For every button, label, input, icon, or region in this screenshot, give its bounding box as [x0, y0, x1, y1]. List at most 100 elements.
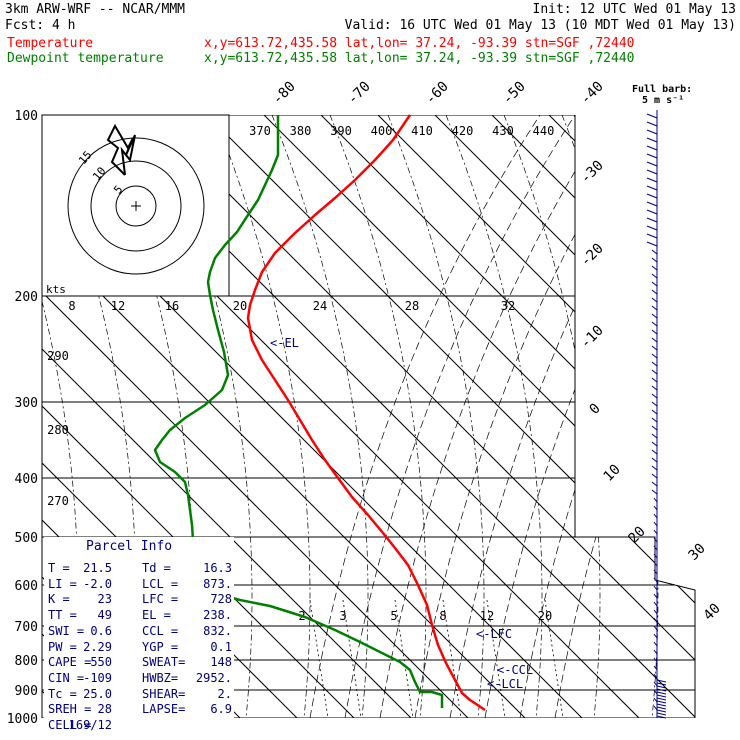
wind-barb: [646, 241, 658, 247]
wind-barb: [651, 393, 658, 399]
temperature-line: [246, 114, 486, 712]
wind-barb: [651, 433, 658, 439]
wind-barb: [653, 657, 658, 663]
pressure-label: 200: [15, 290, 38, 305]
parcel-info-cell: 0.1: [210, 639, 232, 654]
parcel-info-cell: Tc =: [48, 686, 77, 701]
wind-barb: [653, 593, 658, 599]
mixing-ratio-line: [309, 599, 329, 718]
wind-barb: [653, 697, 658, 703]
theta-label: 370: [249, 124, 271, 138]
parcel-info-cell: CIN =: [48, 670, 85, 685]
barb-legend-line1: Full barb:: [632, 84, 693, 95]
wind-barb: [646, 113, 658, 119]
wind-barb: [646, 201, 658, 207]
parcel-info-cell: 832.: [203, 623, 232, 638]
hodograph-speed-label: 32: [501, 299, 515, 313]
parcel-info-cell: 21.5: [83, 561, 112, 575]
isotherm-line: [605, 115, 695, 718]
wind-barb: [656, 685, 667, 689]
moist-adiabat-line: [519, 115, 695, 718]
moist-adiabat-line: [484, 115, 695, 718]
parcel-info-row: CELL = 169/12: [48, 718, 234, 733]
parcel-info-row: Tc = 25.0 SHEAR= 2.: [48, 687, 234, 702]
wind-barb: [656, 700, 667, 704]
isotherm-label: 20: [626, 524, 649, 547]
wind-barb: [656, 703, 667, 707]
parcel-info-cell: LFC =: [142, 592, 179, 607]
parcel-info-box: Parcel Info T = 21.5 Td = 16.3 LI = -2.0 LCL =…: [44, 537, 234, 732]
wind-barb: [656, 697, 667, 701]
wind-barb: [651, 481, 658, 487]
wind-barb: [653, 649, 658, 655]
wind-barb: [651, 377, 658, 383]
parcel-info-row: CIN = -109 HWBZ= 2952.: [48, 671, 234, 686]
parcel-info-cell: HWBZ=: [142, 670, 179, 685]
isotherm-label: -50: [500, 79, 529, 108]
wind-barb: [653, 617, 658, 623]
parcel-info-cell: 2952.: [195, 670, 232, 685]
wind-barb: [653, 601, 658, 607]
parcel-level-marker: <-LCL: [487, 677, 523, 691]
parcel-info-cell: 873.: [203, 576, 232, 591]
wind-barb: [646, 145, 658, 151]
wind-barb: [651, 281, 658, 287]
parcel-info-cell: 2.29: [83, 639, 112, 654]
wind-barb: [653, 529, 658, 535]
hodograph-units: kts: [46, 283, 66, 296]
wind-barb: [653, 585, 658, 591]
parcel-info-cell: 169/12: [68, 718, 112, 732]
dewpoint-line: [153, 115, 444, 708]
wind-barb: [653, 561, 658, 567]
wind-barb: [653, 537, 658, 543]
barb-legend-line2: 5 m s⁻¹: [642, 95, 685, 106]
temperature-label: Temperature: [7, 36, 94, 51]
mixing-ratio-label: 5: [390, 609, 397, 623]
pressure-label: 800: [15, 654, 38, 669]
parcel-info-row: LI = -2.0 LCL = 873.: [48, 577, 234, 592]
wind-barb: [656, 691, 667, 695]
theta-label-left: 290: [47, 349, 69, 363]
hodograph-trace: [106, 123, 136, 176]
wind-barb: [653, 521, 658, 527]
wind-barb: [651, 353, 658, 359]
forecast-hour: Fcst: 4 h: [5, 18, 76, 33]
wind-barb: [653, 681, 658, 687]
pressure-label: 300: [15, 396, 38, 411]
wind-barb: [651, 289, 658, 295]
wind-barb: [653, 673, 658, 679]
parcel-info-cell: 49: [97, 608, 112, 623]
parcel-info-row: CAPE = 550 SWEAT= 148: [48, 655, 234, 670]
wind-barb: [651, 489, 658, 495]
pressure-label: 700: [15, 620, 38, 635]
isotherm-line: [42, 115, 429, 718]
parcel-info-cell: SREH =: [48, 702, 92, 717]
wind-barb: [646, 177, 658, 183]
dry-adiabat-line: [677, 115, 695, 718]
isotherm-label: -70: [345, 79, 374, 108]
isotherm-line: [491, 115, 695, 718]
parcel-info-cell: Td =: [142, 561, 171, 575]
parcel-info-cell: TT =: [48, 608, 77, 623]
isotherm-label: 10: [601, 462, 624, 485]
pressure-label: 400: [15, 472, 38, 487]
theta-label: 430: [492, 124, 514, 138]
wind-barb: [653, 689, 658, 695]
wind-barb: [646, 209, 658, 215]
parcel-info-row: PW = 2.29 YGP = 0.1: [48, 640, 234, 655]
wind-barb: [653, 665, 658, 671]
isotherm-line: [720, 115, 740, 735]
mixing-ratio-label: 12: [480, 609, 494, 623]
wind-barb: [646, 225, 658, 231]
parcel-info-cell: 148: [210, 655, 232, 670]
wind-barb: [653, 705, 658, 711]
isotherm-label: 30: [686, 541, 709, 564]
parcel-info-row: SWI = 0.6 CCL = 832.: [48, 624, 234, 639]
moist-adiabat-line: [554, 115, 695, 718]
dry-adiabat-line: [503, 115, 601, 718]
parcel-info-row: T = 21.5 Td = 16.3: [48, 561, 234, 576]
isotherm-label: -80: [270, 79, 299, 108]
theta-label-left: 270: [47, 494, 69, 508]
wind-barb: [651, 249, 658, 255]
